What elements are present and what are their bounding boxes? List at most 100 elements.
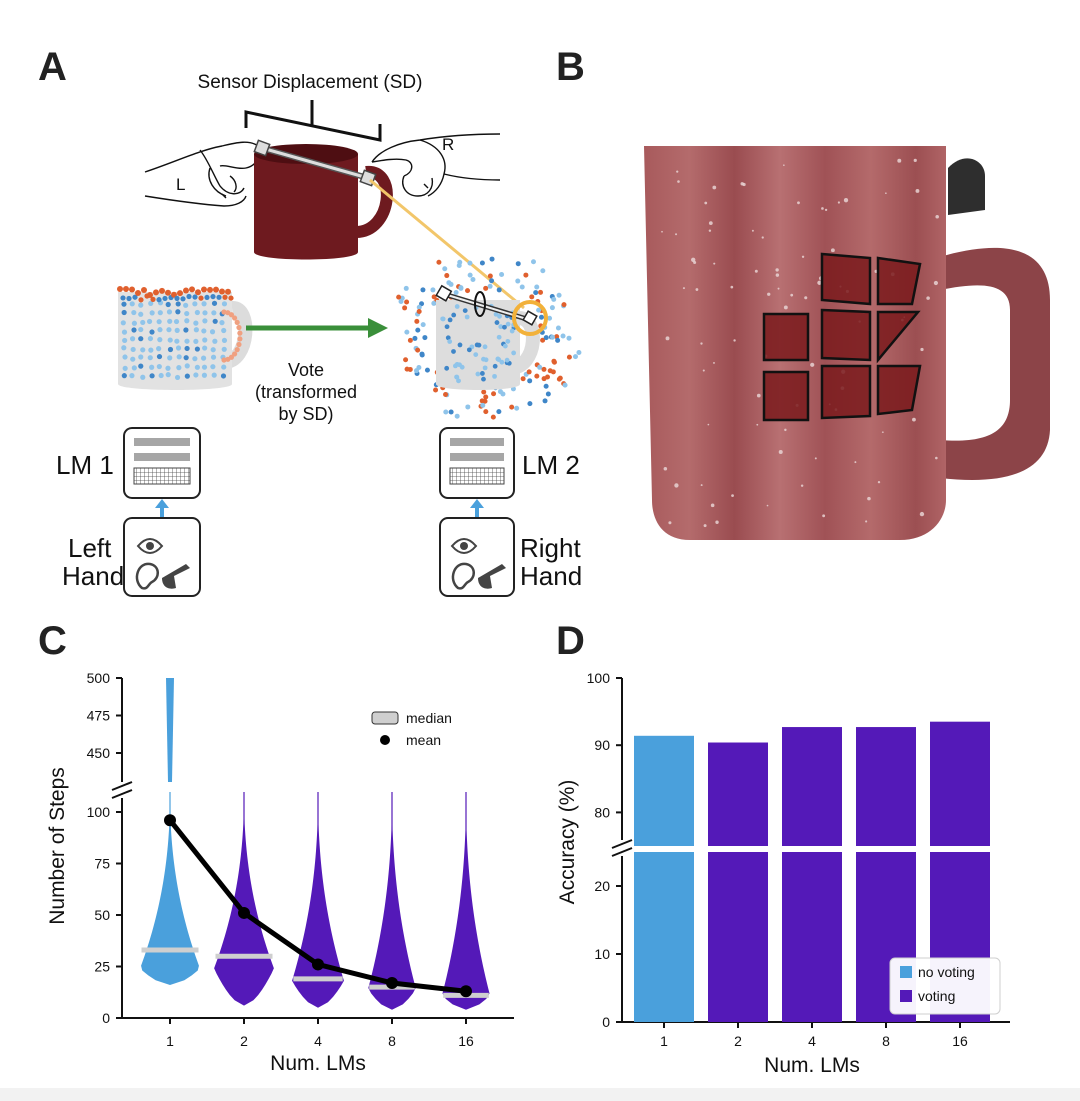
x-tick-label: 16: [952, 1033, 968, 1049]
legend-voting-label: voting: [918, 988, 955, 1004]
y-tick-label: 80: [594, 804, 610, 820]
panel-label-c: C: [38, 619, 67, 663]
x-tick-label: 2: [240, 1033, 248, 1049]
hand-right-letter: R: [442, 135, 454, 154]
x-tick-label: 2: [734, 1033, 742, 1049]
x-tick-label: 4: [314, 1033, 322, 1049]
lm1-label: LM 1: [56, 450, 114, 480]
ear-icon: [135, 562, 159, 590]
left-hand-sensor-box: [123, 517, 201, 597]
mean-point-2: [238, 906, 250, 919]
left-hand-line2: Hand: [62, 561, 124, 591]
legend-mean-marker: [380, 735, 390, 745]
eye-icon: [450, 538, 478, 554]
y-tick-label: 0: [102, 1010, 110, 1026]
chart-c-violin: 0 25 50 75 100 450 475 500 1 2 4 8 16 Num. LMs Number …: [46, 670, 514, 1075]
x-tick-label: 8: [882, 1033, 890, 1049]
vote-arrowhead: [368, 318, 388, 338]
lm2-point-cloud-mug: [396, 256, 582, 420]
right-hand-line1: Right: [520, 533, 581, 563]
violin-1: [141, 792, 199, 986]
left-hand-line1: Left: [68, 533, 112, 563]
eye-icon: [136, 538, 164, 554]
bar-lower-4: [782, 852, 842, 1022]
y-tick-label: 50: [94, 907, 110, 923]
x-axis-label: Num. LMs: [764, 1054, 860, 1077]
lm1-box: [123, 427, 201, 499]
chart-d-bars: 0 10 20 80 90 100 1 2 4 8 16 Num. LMs Accuracy (%) no…: [556, 670, 1010, 1077]
x-tick-label: 8: [388, 1033, 396, 1049]
bar-lower-2: [708, 852, 768, 1022]
mean-point-1: [164, 814, 176, 827]
x-tick-label: 1: [166, 1033, 174, 1049]
violin-8: [368, 792, 416, 1010]
mean-point-16: [460, 985, 472, 998]
bar-upper-16: [930, 721, 990, 846]
y-axis-label: Number of Steps: [46, 767, 69, 925]
axis-break-mark: [111, 781, 133, 791]
sd-bracket: [244, 110, 382, 142]
y-tick-label: 100: [587, 670, 611, 686]
y-axis-label: Accuracy (%): [556, 780, 579, 905]
y-tick-label: 475: [87, 708, 111, 724]
axis-break-mark: [611, 839, 633, 849]
left-hand-sketch: [144, 141, 260, 207]
red-mug-illustration: [254, 144, 393, 260]
y-tick-label: 90: [594, 737, 610, 753]
x-tick-label: 4: [808, 1033, 816, 1049]
y-tick-label: 0: [602, 1014, 610, 1030]
right-hand-sketch: [371, 133, 501, 197]
mean-point-8: [386, 976, 398, 989]
legend-median-label: median: [406, 710, 452, 726]
bar-lower-1: [634, 852, 694, 1022]
y-tick-label: 500: [87, 670, 111, 686]
right-hand-sensor-box: [439, 517, 515, 597]
vote-label-line3: by SD): [278, 404, 333, 424]
panel-label-d: D: [556, 619, 585, 663]
legend-box: [889, 957, 1001, 1015]
bar-upper-4: [782, 727, 842, 846]
violin-1-upper-tail: [166, 678, 174, 782]
zoom-connector-line: [369, 178, 525, 310]
lm1-point-cloud-mug: [117, 286, 253, 390]
bottom-strip: [0, 1088, 1080, 1101]
legend-no-voting-swatch: [900, 966, 912, 978]
legend-no-voting-label: no voting: [918, 964, 975, 980]
mean-point-4: [312, 958, 324, 971]
y-tick-label: 450: [87, 745, 111, 761]
bar-upper-2: [708, 742, 768, 846]
hand-left-letter: L: [176, 175, 185, 194]
bar-upper-1: [634, 735, 694, 846]
vote-label-line1: Vote: [288, 360, 324, 380]
zoom-highlight-circle: [512, 300, 548, 336]
violin-2: [214, 792, 274, 1006]
sd-label: Sensor Displacement (SD): [198, 72, 423, 93]
left-sensor: [253, 139, 271, 157]
axis-break-mark: [111, 789, 133, 799]
violin-4: [292, 792, 344, 1008]
bar-upper-8: [856, 727, 916, 846]
x-tick-label: 16: [458, 1033, 474, 1049]
violin-16: [442, 792, 490, 1010]
ear-icon: [451, 562, 475, 590]
vote-label-line2: (transformed: [255, 382, 357, 402]
lm2-box: [439, 427, 515, 499]
pointing-hand-icon: [162, 564, 190, 589]
y-tick-label: 25: [94, 959, 110, 975]
legend-voting-swatch: [900, 990, 912, 1002]
lm2-label: LM 2: [522, 450, 580, 480]
panel-label-b: B: [556, 45, 585, 89]
x-tick-label: 1: [660, 1033, 668, 1049]
legend-median-swatch: [371, 711, 399, 725]
pointing-hand-icon: [478, 564, 506, 589]
panel-label-a: A: [38, 45, 67, 89]
y-tick-label: 100: [87, 804, 111, 820]
axis-break-mark: [611, 847, 633, 857]
legend-mean-label: mean: [406, 732, 441, 748]
y-tick-label: 20: [594, 878, 610, 894]
y-tick-label: 10: [594, 946, 610, 962]
x-axis-label: Num. LMs: [270, 1052, 366, 1075]
right-hand-line2: Hand: [520, 561, 582, 591]
sensor-patch-grid: [762, 252, 922, 422]
y-tick-label: 75: [94, 856, 110, 872]
